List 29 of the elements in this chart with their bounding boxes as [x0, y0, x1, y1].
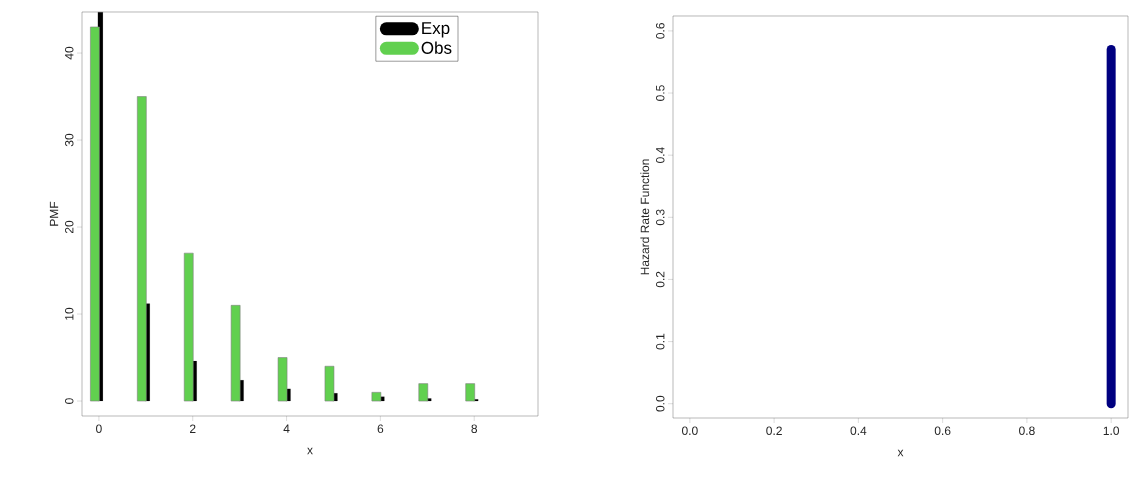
y-tick-label: 0.2	[656, 271, 665, 288]
x-axis-title: x	[307, 447, 313, 455]
legend-label: Obs	[421, 41, 452, 54]
x-tick-label: 6	[377, 424, 384, 434]
y-axis-title: Hazard Rate Function	[640, 159, 650, 275]
x-tick-label: 0.8	[1019, 426, 1035, 436]
y-tick-label: 0.5	[656, 85, 665, 101]
y-axis-title: PMF	[49, 201, 59, 226]
x-tick-label: 4	[283, 424, 290, 433]
x-tick-label: 0.6	[934, 426, 951, 436]
x-tick-label: 1.0	[1103, 426, 1120, 436]
y-tick-label: 0.4	[656, 147, 665, 164]
y-tick-label: 0.0	[656, 395, 665, 412]
x-tick-label: 0.2	[766, 426, 782, 436]
y-tick-label: 0.3	[656, 209, 665, 226]
x-tick-label: 8	[471, 424, 478, 434]
y-tick-label: 0.6	[656, 23, 665, 39]
legend-label: Exp	[422, 22, 450, 38]
x-tick-label: 0.4	[850, 426, 867, 436]
y-tick-label: 40	[64, 46, 74, 60]
y-tick-label: 20	[64, 220, 74, 234]
x-axis-title: x	[897, 449, 904, 457]
y-tick-label: 30	[64, 133, 74, 147]
x-tick-label: 2	[189, 424, 196, 433]
y-tick-label: 0.1	[656, 333, 665, 350]
x-tick-label: 0	[96, 424, 102, 434]
x-tick-label: 0.0	[681, 426, 698, 436]
y-tick-label: 0	[64, 398, 74, 404]
y-tick-label: 10	[64, 307, 74, 320]
